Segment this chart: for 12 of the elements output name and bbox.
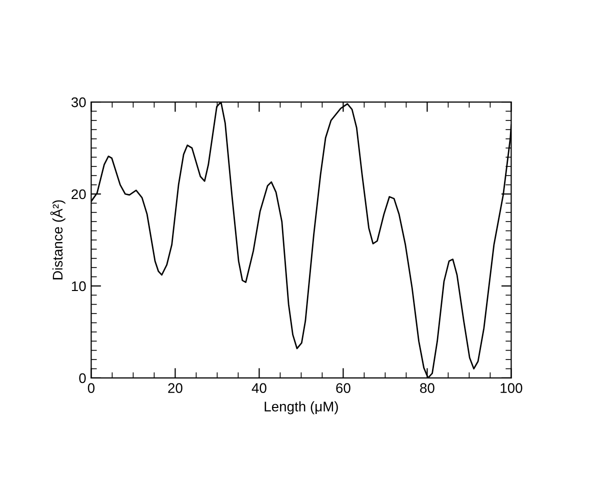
x-tick-label: 20: [168, 383, 182, 393]
y-tick-label: 20: [72, 189, 86, 200]
x-axis-title: Length (μM): [264, 401, 338, 414]
y-tick-label: 30: [71, 97, 86, 108]
y-tick-label: 0: [79, 373, 86, 384]
x-tick-label: 60: [336, 383, 350, 393]
y-axis-title: Distance (Å²): [50, 200, 66, 280]
x-tick-label: 40: [252, 383, 266, 393]
y-tick-label: 10: [72, 281, 86, 292]
x-tick-label: 80: [420, 383, 434, 393]
x-tick-label: 0: [88, 383, 95, 393]
x-tick-label: 100: [500, 383, 522, 393]
